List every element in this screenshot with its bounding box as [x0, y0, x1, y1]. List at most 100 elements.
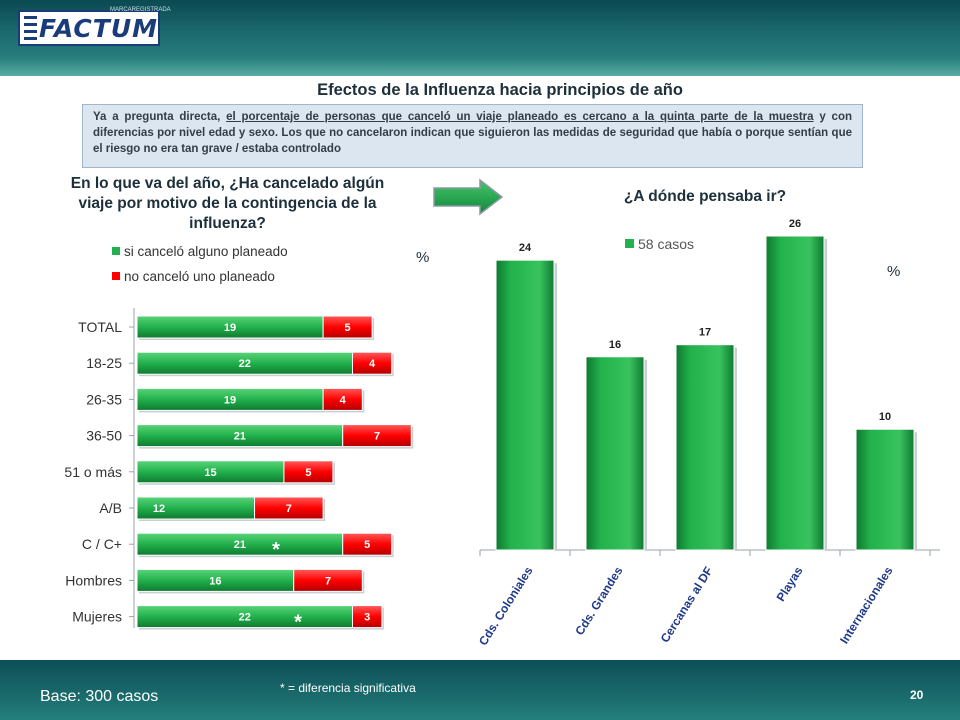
bar-destination	[675, 344, 735, 551]
data-label: 3	[364, 612, 370, 624]
data-label: 22	[239, 358, 251, 370]
bar-shadow	[354, 607, 384, 630]
bar-canceled	[136, 496, 256, 520]
header-bar: FACTUM MARCAREGISTRADA	[0, 0, 960, 76]
category-label: 18-25	[86, 355, 122, 371]
bar-shadow	[139, 354, 355, 377]
data-label: 19	[224, 394, 236, 406]
bar-shadow	[325, 318, 375, 340]
bar-canceled	[136, 532, 344, 556]
bar-canceled	[136, 387, 324, 411]
bar-shadow	[139, 535, 345, 558]
bar-shadow	[139, 462, 286, 485]
category-label: TOTAL	[78, 319, 122, 335]
bar-shadow	[139, 318, 326, 340]
legend-label: si canceló alguno planeado	[124, 244, 288, 259]
info-text-part2: y con diferencias por nivel edad y sexo.…	[93, 111, 852, 155]
data-label: 22	[239, 612, 251, 624]
data-label: 10	[879, 411, 891, 423]
data-label: 7	[286, 503, 292, 515]
bar-shadow	[139, 571, 296, 594]
bar-not-canceled	[322, 387, 363, 411]
bar-not-canceled	[322, 315, 373, 339]
bar-shadow	[769, 239, 827, 550]
bar-not-canceled	[342, 532, 393, 556]
data-label: 5	[305, 467, 311, 479]
data-label: 21	[234, 539, 246, 551]
bar-not-canceled	[342, 424, 412, 448]
data-label: 5	[345, 322, 351, 334]
bar-shadow	[354, 354, 394, 377]
logo-stripes-icon	[24, 16, 37, 40]
info-text-part1: Ya a pregunta directa,	[93, 111, 227, 123]
data-label: 4	[340, 394, 347, 406]
info-text-underlined: el porcentaje de personas que canceló un…	[226, 111, 814, 123]
left-question: En lo que va del año, ¿Ha cancelado algú…	[70, 175, 385, 232]
legend-swatch	[112, 272, 120, 280]
bar-shadow	[139, 426, 345, 449]
info-box: Ya a pregunta directa, el porcentaje de …	[82, 104, 863, 168]
significance-note: * = diferencia significativa	[280, 681, 416, 695]
factum-logo: FACTUM	[18, 10, 160, 46]
category-label: Cercanas al DF	[658, 564, 716, 645]
left-legend: si canceló alguno planeado no canceló uno…	[112, 244, 288, 284]
bar-shadow	[285, 462, 335, 485]
bar-canceled	[136, 351, 354, 375]
bar-canceled	[136, 605, 354, 629]
category-label: C / C+	[82, 536, 122, 552]
data-label: 26	[789, 218, 801, 230]
bar-not-canceled	[254, 496, 324, 520]
data-label: 16	[609, 339, 621, 351]
data-label: 16	[209, 575, 221, 587]
category-label: 36-50	[86, 428, 122, 444]
percent-label-left: %	[416, 249, 430, 266]
bar-shadow	[139, 607, 355, 630]
bar-not-canceled	[352, 351, 393, 375]
percent-label-right: %	[887, 263, 901, 280]
logo-word: FACTUM	[38, 13, 158, 43]
bar-destination	[585, 356, 645, 551]
logo-subtext: MARCAREGISTRADA	[110, 7, 171, 13]
significance-star: *	[272, 539, 280, 561]
bar-destination	[765, 235, 825, 551]
footer-bar	[0, 660, 960, 720]
bar-shadow	[589, 359, 647, 550]
bar-shadow	[859, 432, 917, 550]
bar-destination	[855, 428, 915, 551]
category-label: 51 o más	[64, 464, 122, 480]
bar-shadow	[344, 535, 394, 558]
significance-star: *	[294, 612, 302, 634]
legend-swatch	[112, 247, 120, 255]
bar-shadow	[325, 390, 365, 413]
bar-shadow	[499, 263, 557, 550]
page-number: 20	[910, 688, 924, 702]
arrow-right-icon	[433, 178, 504, 216]
bar-shadow	[256, 499, 326, 521]
bar-shadow	[679, 347, 737, 550]
data-label: 21	[234, 431, 246, 443]
bar-canceled	[136, 315, 324, 339]
category-label: Hombres	[65, 572, 122, 588]
data-label: 15	[204, 467, 216, 479]
data-label: 24	[519, 242, 532, 254]
data-label: 5	[364, 539, 370, 551]
bar-destination	[495, 259, 555, 551]
page-title: Efectos de la Influenza hacia principios…	[317, 81, 683, 99]
bar-shadow	[139, 499, 257, 521]
legend-label: 58 casos	[638, 236, 694, 252]
category-label: 26-35	[86, 391, 122, 407]
bar-canceled	[136, 568, 295, 592]
data-label: 12	[153, 503, 165, 515]
data-label: 7	[325, 575, 331, 587]
bar-shadow	[139, 390, 326, 413]
data-label: 19	[224, 322, 236, 334]
bar-not-canceled	[293, 568, 363, 592]
data-label: 17	[699, 327, 711, 339]
bar-not-canceled	[352, 605, 383, 629]
header-sheen	[0, 58, 960, 76]
legend-swatch	[625, 239, 634, 248]
category-label: A/B	[99, 500, 122, 516]
category-label: Mujeres	[72, 609, 122, 625]
category-label: Cds. Grandes	[572, 564, 625, 638]
